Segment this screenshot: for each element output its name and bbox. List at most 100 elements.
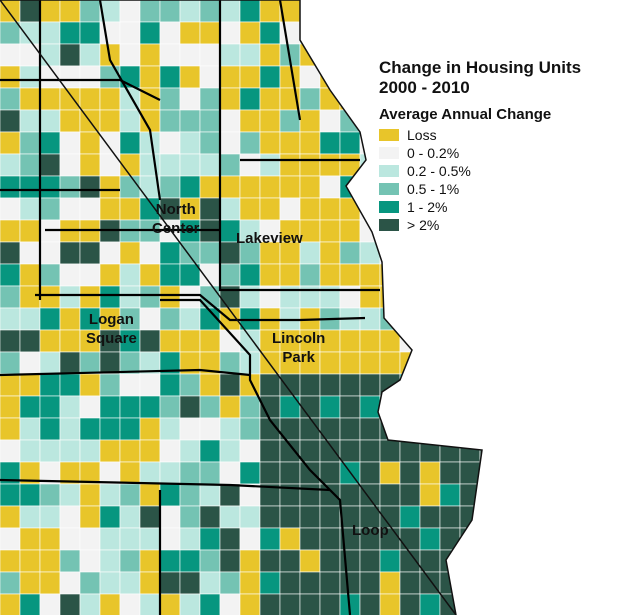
census-tract <box>39 527 61 551</box>
census-tract <box>39 0 61 23</box>
census-tract <box>99 571 121 595</box>
census-tract <box>19 505 41 529</box>
census-tract <box>479 241 482 265</box>
census-tract <box>259 175 281 199</box>
census-tract <box>0 329 21 353</box>
census-tract <box>299 549 321 573</box>
census-tract <box>99 593 121 615</box>
census-tract <box>479 351 482 375</box>
census-tract <box>379 395 401 419</box>
census-tract <box>59 395 81 419</box>
census-tract <box>339 549 361 573</box>
census-tract <box>119 175 141 199</box>
census-tract <box>479 549 482 573</box>
census-tract <box>339 21 361 45</box>
census-tract <box>259 0 281 23</box>
census-tract <box>79 571 101 595</box>
legend-label: 0.5 - 1% <box>407 181 460 197</box>
census-tract <box>99 65 121 89</box>
census-tract <box>19 65 41 89</box>
census-tract <box>399 417 421 441</box>
census-tract <box>239 571 261 595</box>
census-tract <box>319 505 341 529</box>
census-tract <box>0 439 21 463</box>
census-tract <box>199 131 221 155</box>
census-tract <box>219 175 241 199</box>
census-tract <box>99 549 121 573</box>
legend-swatch <box>379 183 399 195</box>
census-tract <box>319 549 341 573</box>
census-tract <box>299 175 321 199</box>
census-tract <box>479 461 482 485</box>
census-tract <box>19 197 41 221</box>
census-tract <box>199 439 221 463</box>
census-tract <box>139 263 161 287</box>
census-tract <box>0 351 21 375</box>
census-tract <box>59 263 81 287</box>
census-tract <box>179 65 201 89</box>
census-tract <box>319 197 341 221</box>
census-tract <box>159 131 181 155</box>
census-tract <box>99 483 121 507</box>
census-tract <box>219 263 241 287</box>
census-tract <box>79 87 101 111</box>
census-tract <box>99 373 121 397</box>
census-tract <box>19 351 41 375</box>
census-tract <box>0 593 21 615</box>
census-tract <box>299 417 321 441</box>
census-tract <box>399 505 421 529</box>
census-tract <box>439 439 461 463</box>
census-tract <box>279 153 301 177</box>
census-tract <box>119 131 141 155</box>
census-tract <box>0 395 21 419</box>
census-tract <box>319 263 341 287</box>
census-tract <box>339 329 361 353</box>
census-tract <box>359 549 381 573</box>
census-tract <box>219 153 241 177</box>
census-tract <box>339 395 361 419</box>
census-tract <box>399 527 421 551</box>
census-tract <box>339 439 361 463</box>
census-tract <box>0 549 21 573</box>
census-tract <box>79 131 101 155</box>
census-tract <box>439 241 461 265</box>
census-tract <box>159 527 181 551</box>
census-tract <box>379 0 401 23</box>
census-tract <box>139 329 161 353</box>
census-tract <box>319 219 341 243</box>
census-tract <box>139 43 161 67</box>
census-tract <box>39 131 61 155</box>
census-tract <box>99 527 121 551</box>
census-tract <box>159 285 181 309</box>
census-tract <box>239 131 261 155</box>
census-tract <box>39 153 61 177</box>
census-tract <box>59 417 81 441</box>
census-tract <box>199 0 221 23</box>
census-tract <box>259 21 281 45</box>
census-tract <box>359 21 381 45</box>
census-tract <box>179 505 201 529</box>
census-tract <box>119 263 141 287</box>
census-tract <box>399 395 421 419</box>
census-tract <box>39 197 61 221</box>
census-tract <box>339 0 361 23</box>
census-tract <box>179 241 201 265</box>
census-tract <box>439 417 461 441</box>
census-tract <box>379 241 401 265</box>
census-tract <box>319 593 341 615</box>
census-tract <box>79 439 101 463</box>
census-tract <box>399 373 421 397</box>
census-tract <box>159 549 181 573</box>
census-tract <box>459 417 481 441</box>
neighborhood-label-lakeview: Lakeview <box>236 229 303 248</box>
census-tract <box>419 21 441 45</box>
census-tract <box>199 197 221 221</box>
census-tract <box>259 593 281 615</box>
census-tract <box>179 417 201 441</box>
census-tract <box>79 65 101 89</box>
census-tract <box>299 0 321 23</box>
census-tract <box>459 505 481 529</box>
census-tract <box>359 43 381 67</box>
neighborhood-label-loop: Loop <box>352 521 389 540</box>
